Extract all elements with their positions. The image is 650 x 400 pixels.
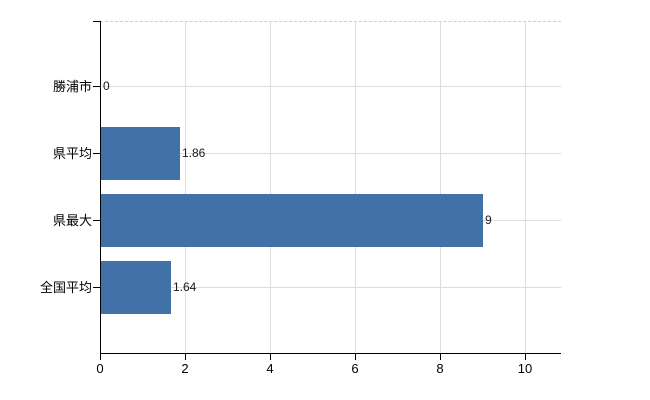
bar-2	[101, 194, 483, 247]
x-tick-3	[355, 354, 356, 360]
x-tick-label-3: 6	[351, 361, 359, 376]
gridline-vertical	[525, 21, 526, 353]
gridline-horizontal	[100, 153, 561, 154]
gridline-vertical	[185, 21, 186, 353]
value-label-0: 0	[103, 79, 110, 93]
value-label-2: 9	[485, 213, 492, 227]
category-label-2: 県最大	[52, 213, 92, 228]
x-tick-5	[525, 354, 526, 360]
x-tick-label-1: 2	[181, 361, 189, 376]
bar-3	[101, 261, 171, 314]
category-tick-3	[93, 287, 100, 288]
x-axis-line	[100, 353, 561, 354]
bar-1	[101, 127, 180, 180]
category-tick-1	[93, 153, 100, 154]
value-label-1: 1.86	[182, 146, 206, 160]
y-axis-line	[100, 21, 101, 354]
x-tick-2	[270, 354, 271, 360]
value-label-3: 1.64	[173, 280, 197, 294]
x-tick-0	[100, 354, 101, 360]
x-tick-4	[440, 354, 441, 360]
category-label-0: 勝浦市	[52, 79, 92, 94]
category-label-1: 県平均	[52, 146, 92, 161]
gridline-vertical	[355, 21, 356, 353]
x-tick-label-4: 8	[436, 361, 444, 376]
x-tick-label-2: 4	[266, 361, 274, 376]
gridline-vertical	[440, 21, 441, 353]
gridline-horizontal	[100, 287, 561, 288]
x-tick-label-5: 10	[517, 361, 533, 376]
category-tick-0	[93, 86, 100, 87]
x-tick-label-0: 0	[96, 361, 104, 376]
plot-border-top	[100, 21, 561, 22]
gridline-vertical	[270, 21, 271, 353]
x-tick-1	[185, 354, 186, 360]
category-tick-2	[93, 220, 100, 221]
y-axis-end-tick	[93, 21, 100, 22]
gridline-horizontal	[100, 86, 561, 87]
category-label-3: 全国平均	[39, 280, 92, 295]
